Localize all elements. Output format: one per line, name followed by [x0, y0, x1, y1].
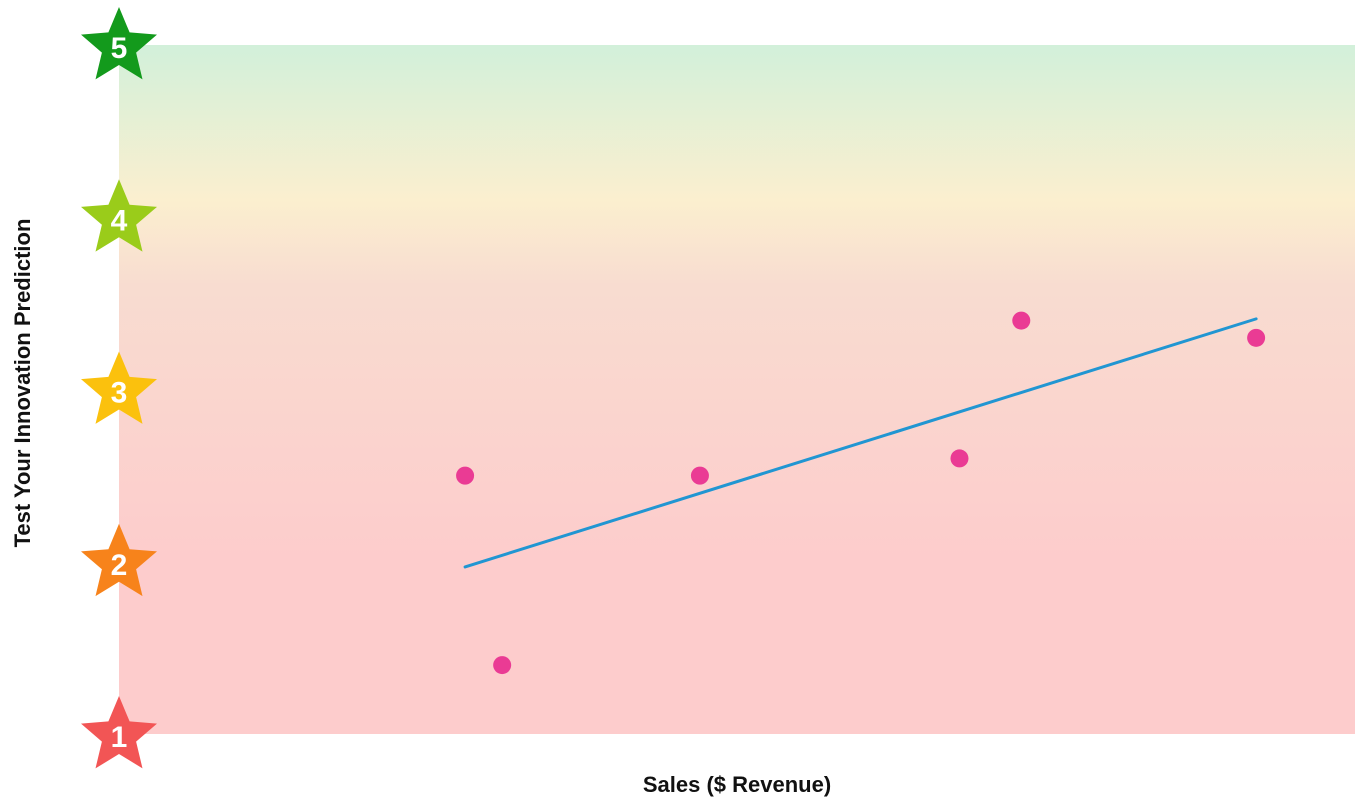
- data-point-3: [690, 466, 709, 485]
- star-icon: [81, 351, 157, 424]
- data-point-4: [950, 449, 969, 468]
- data-point-2: [493, 656, 512, 675]
- star-tick-3: 3: [81, 351, 157, 424]
- trend-line: [463, 317, 1258, 569]
- x-axis-label: Sales ($ Revenue): [643, 772, 831, 797]
- star-tick-5: 5: [81, 7, 157, 80]
- star-tick-4: 4: [81, 179, 157, 252]
- star-icon: [81, 179, 157, 252]
- star-tick-label: 4: [111, 204, 128, 237]
- data-point-6: [1247, 328, 1266, 347]
- y-axis-label: Test Your Innovation Prediction: [10, 219, 35, 548]
- data-point-1: [456, 466, 475, 485]
- star-tick-2: 2: [81, 523, 157, 597]
- y-axis-star-ticks: 1 2 3 4 5: [81, 7, 157, 769]
- data-point-5: [1012, 311, 1031, 330]
- star-tick-label: 2: [111, 549, 128, 582]
- star-tick-1: 1: [81, 696, 157, 769]
- star-icon: [81, 696, 157, 769]
- star-tick-label: 1: [111, 721, 128, 754]
- star-tick-label: 5: [111, 32, 128, 65]
- star-tick-label: 3: [111, 377, 128, 410]
- star-icon: [81, 523, 157, 597]
- plot-background: [119, 45, 1355, 734]
- scatter-points: [456, 311, 1266, 675]
- star-icon: [81, 7, 157, 80]
